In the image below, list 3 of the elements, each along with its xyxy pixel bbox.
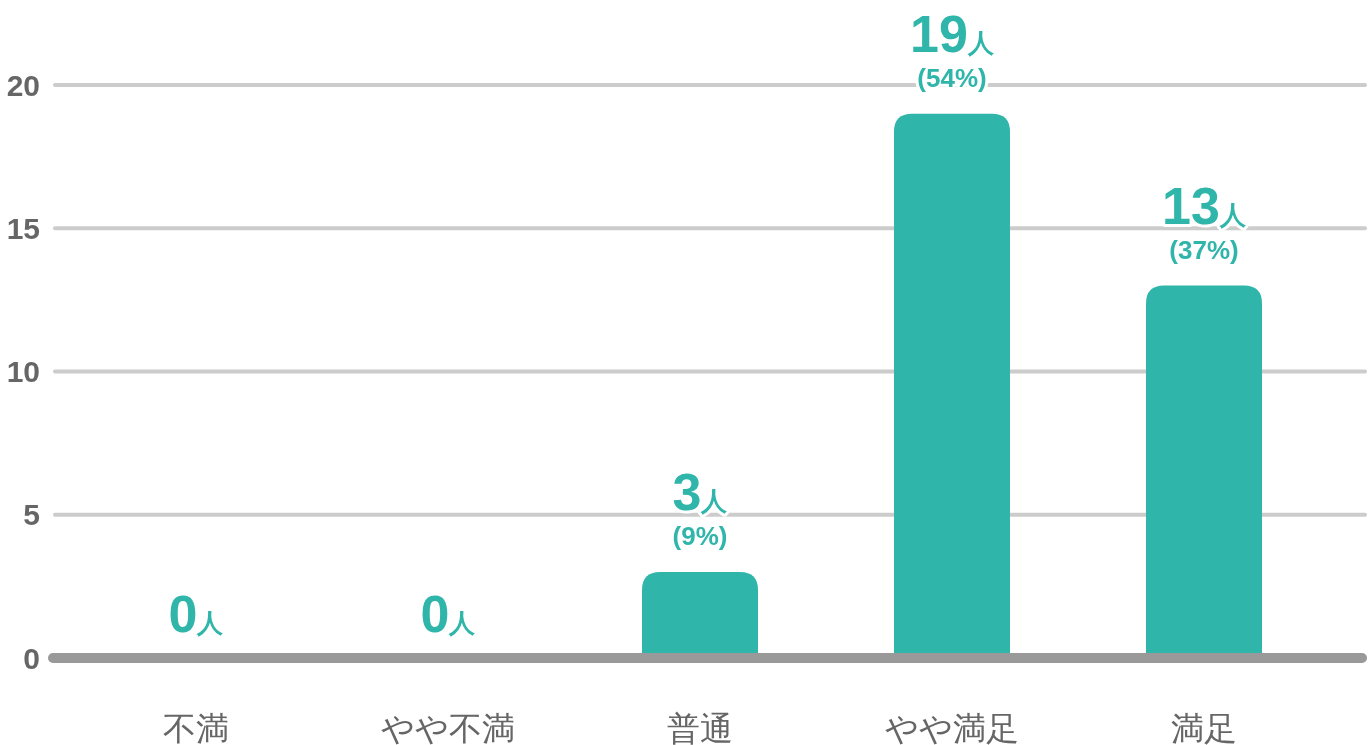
annotation: (37%)	[1169, 234, 1239, 265]
annotation: (54%)	[917, 62, 987, 93]
annotation: (9%)	[672, 521, 728, 552]
